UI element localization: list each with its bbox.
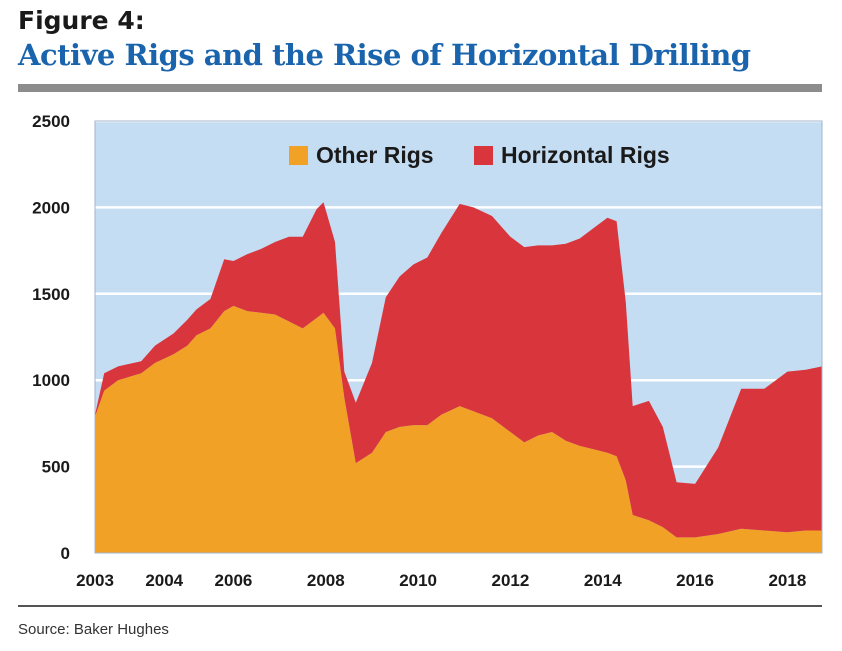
stacked-area-chart: 0 500 1000 1500 2000 2500 2003 2004 2006 2008 201…	[32, 112, 823, 590]
x-tick-label: 2006	[215, 571, 253, 590]
figure-label: Figure 4:	[18, 6, 145, 35]
y-tick-label: 1000	[32, 371, 70, 390]
legend-swatch-other-rigs	[289, 146, 308, 165]
x-axis: 2003 2004 2006 2008 2010 2012 2014 2016 2018	[76, 571, 806, 590]
chart-title: Active Rigs and the Rise of Horizontal D…	[18, 38, 751, 72]
y-tick-label: 2000	[32, 198, 70, 217]
x-tick-label: 2014	[584, 571, 622, 590]
x-tick-label: 2016	[676, 571, 714, 590]
y-tick-label: 2500	[32, 112, 70, 131]
x-tick-label: 2008	[307, 571, 345, 590]
source-note: Source: Baker Hughes	[18, 621, 169, 638]
legend-swatch-horizontal-rigs	[474, 146, 493, 165]
legend: Other Rigs Horizontal Rigs	[289, 142, 670, 168]
x-tick-label: 2003	[76, 571, 114, 590]
x-tick-label: 2018	[768, 571, 806, 590]
y-axis: 0 500 1000 1500 2000 2500	[32, 112, 70, 563]
x-tick-label: 2012	[492, 571, 530, 590]
title-rule	[18, 84, 822, 92]
series-horizontal-rigs-area	[95, 202, 822, 538]
y-tick-label: 1500	[32, 285, 70, 304]
x-tick-label: 2004	[145, 571, 183, 590]
x-tick-label: 2010	[399, 571, 437, 590]
footer-rule	[18, 605, 822, 607]
plot-border	[94, 120, 823, 554]
y-tick-label: 0	[61, 544, 70, 563]
legend-label-horizontal-rigs: Horizontal Rigs	[501, 142, 670, 168]
legend-label-other-rigs: Other Rigs	[316, 142, 434, 168]
y-tick-label: 500	[42, 458, 70, 477]
series-other-rigs-area	[95, 305, 822, 553]
